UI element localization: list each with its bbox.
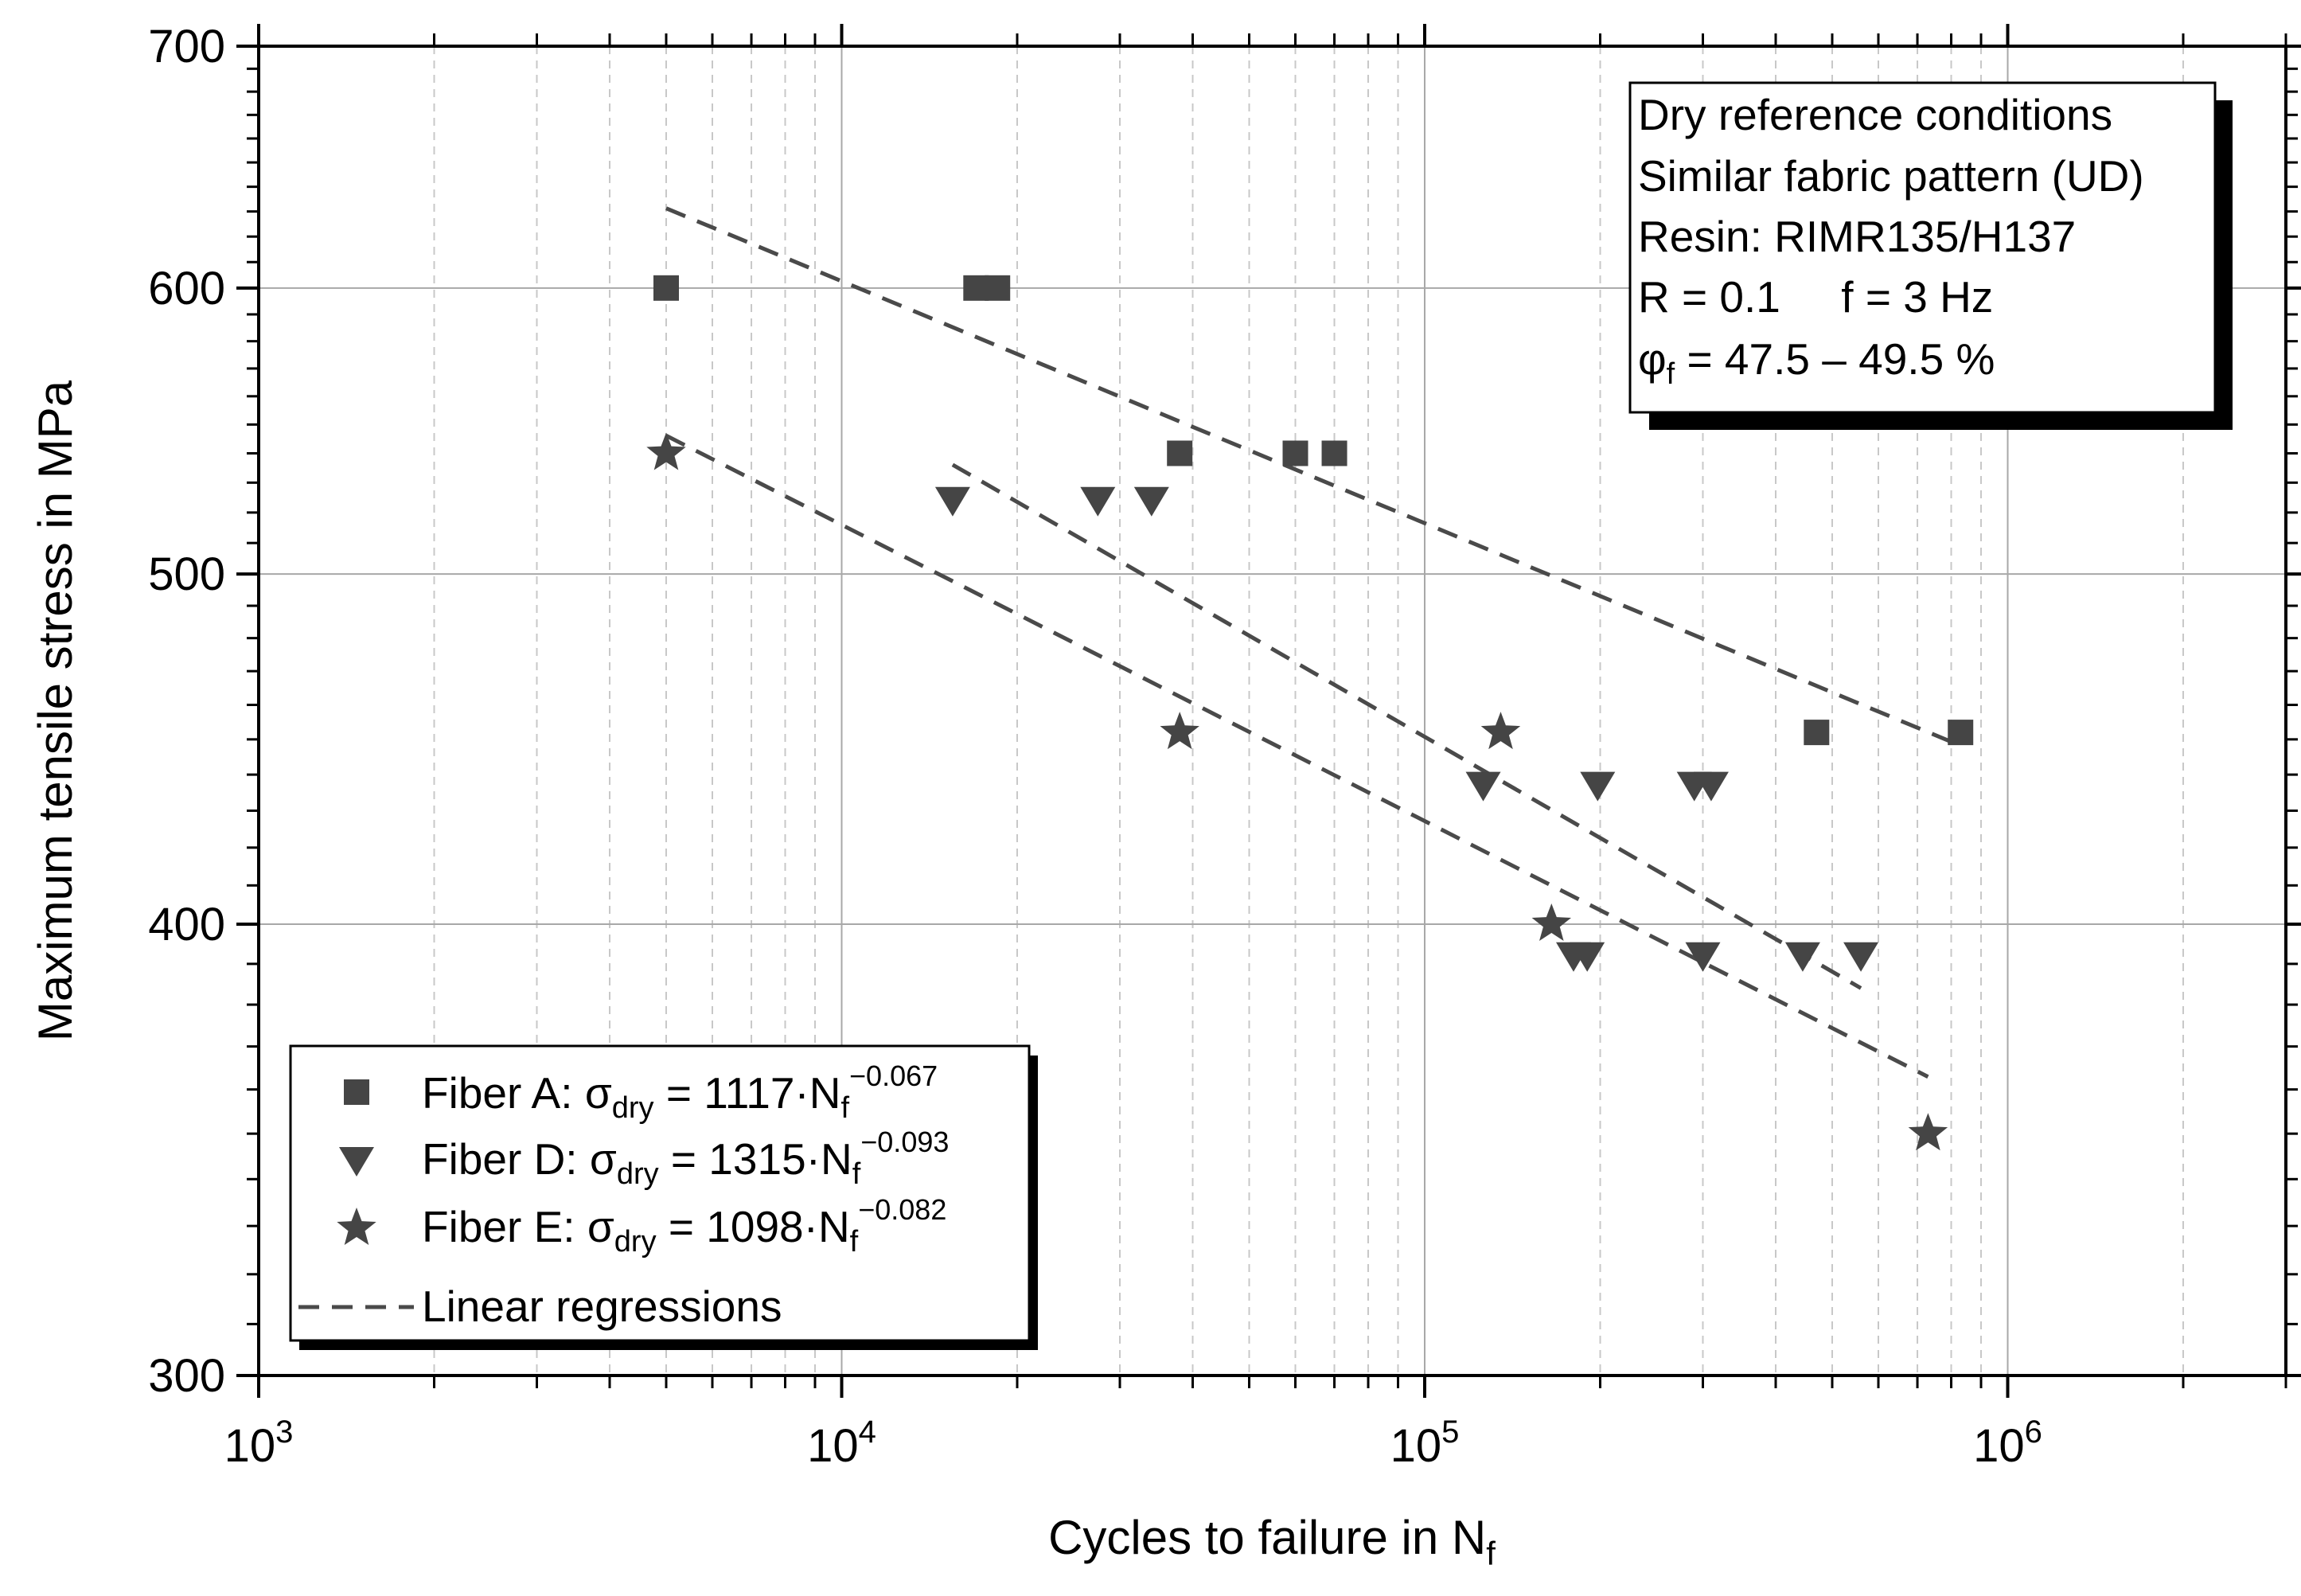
data-point-fiber-d xyxy=(1693,771,1729,802)
x-tick-label: 105 xyxy=(1390,1415,1460,1472)
data-point-fiber-d xyxy=(1580,771,1616,802)
legend-label-fiber-a: Fiber A: σdry = 1117·Nf−0.067 xyxy=(422,1059,938,1125)
data-point-fiber-d xyxy=(1133,486,1169,517)
data-point-fiber-e xyxy=(1531,903,1571,941)
info-line-fiber-volume: φf = 47.5 – 49.5 % xyxy=(1638,334,1995,391)
minor-grid xyxy=(433,46,2287,1376)
y-tick-label: 500 xyxy=(148,548,225,600)
x-tick-label: 104 xyxy=(807,1415,876,1472)
data-point-fiber-d xyxy=(1784,942,1820,972)
data-point-fiber-d xyxy=(1465,771,1501,802)
info-box: Dry reference conditions Similar fabric … xyxy=(1628,81,2233,430)
y-tick-labels: 300 400 500 600 700 xyxy=(148,21,225,1402)
info-line: Resin: RIMR135/H137 xyxy=(1638,212,2076,261)
data-point-fiber-e xyxy=(646,432,686,470)
regression-line-fiber-e xyxy=(665,434,1929,1079)
plot-frame xyxy=(257,45,2287,1377)
y-tick-label: 400 xyxy=(148,899,225,950)
info-box-frame xyxy=(1628,81,2217,414)
data-point-fiber-d xyxy=(1080,486,1116,517)
x-tick-label: 103 xyxy=(224,1415,294,1472)
data-point-fiber-e xyxy=(1908,1113,1948,1151)
regression-lines xyxy=(665,206,1962,1079)
data-point-fiber-a xyxy=(1167,440,1193,466)
x-axis-title: Cycles to failure in Nf xyxy=(1048,1511,1496,1572)
legend-marker-fiber-d xyxy=(339,1147,374,1177)
info-line: Similar fabric pattern (UD) xyxy=(1638,151,2144,201)
data-point-fiber-a xyxy=(1321,440,1347,466)
legend-label-fiber-d: Fiber D: σdry = 1315·Nf−0.093 xyxy=(422,1126,949,1191)
data-point-fiber-d xyxy=(1843,942,1879,972)
data-point-fiber-e xyxy=(1160,712,1199,750)
x-tick-labels: 103 104 105 106 xyxy=(224,1415,2042,1472)
info-line: Dry reference conditions xyxy=(1638,90,2112,139)
data-point-fiber-a xyxy=(963,275,989,301)
data-point-fiber-a xyxy=(653,275,679,301)
data-point-fiber-a xyxy=(985,275,1011,301)
y-tick-label: 700 xyxy=(148,21,225,72)
y-axis-title: Maximum tensile stress in MPa xyxy=(29,380,82,1041)
data-point-fiber-d xyxy=(934,486,970,517)
x-tick-label: 106 xyxy=(1973,1415,2042,1472)
legend: Fiber A: σdry = 1117·Nf−0.067 Fiber D: σ… xyxy=(289,1044,1038,1350)
legend-label-regression: Linear regressions xyxy=(422,1282,782,1331)
data-point-fiber-a xyxy=(1282,440,1308,466)
data-point-fiber-a xyxy=(1804,720,1830,746)
axis-ticks xyxy=(236,24,2301,1398)
y-tick-label: 600 xyxy=(148,263,225,314)
data-point-fiber-e xyxy=(1480,712,1521,750)
regression-line-fiber-d xyxy=(951,462,1862,990)
legend-frame xyxy=(289,1044,1031,1342)
data-point-fiber-d xyxy=(1570,942,1605,972)
y-tick-label: 300 xyxy=(148,1350,225,1402)
data-point-fiber-d xyxy=(1685,942,1721,972)
info-line: R = 0.1 f = 3 Hz xyxy=(1638,272,1993,322)
legend-marker-fiber-e xyxy=(337,1208,376,1245)
data-point-fiber-a xyxy=(1948,720,1974,746)
legend-marker-fiber-a xyxy=(344,1079,369,1105)
data-points xyxy=(646,275,1974,1151)
legend-label-fiber-e: Fiber E: σdry = 1098·Nf−0.082 xyxy=(422,1193,946,1258)
